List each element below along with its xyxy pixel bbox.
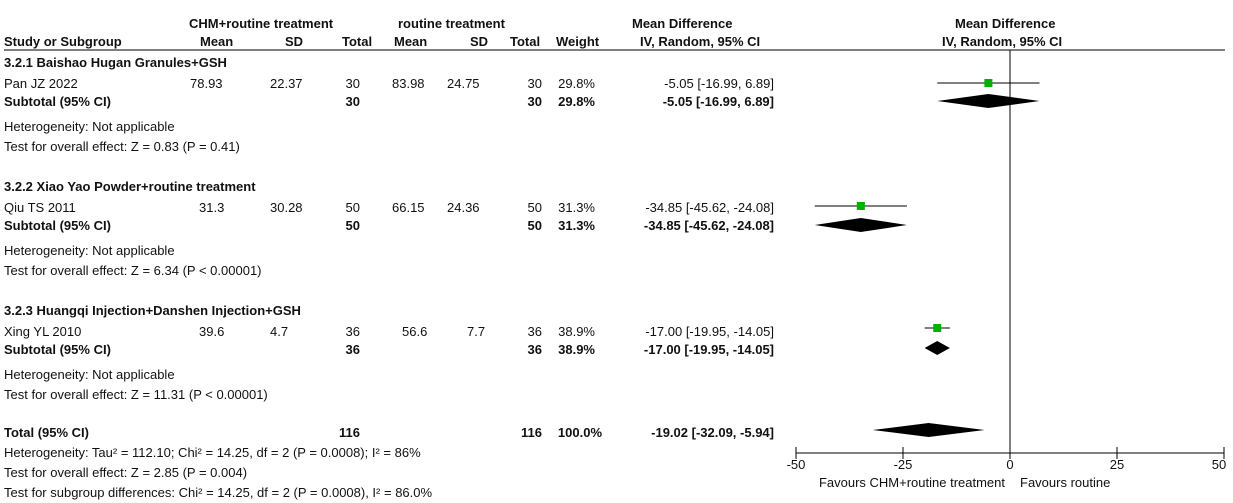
overall-diamond	[872, 423, 985, 437]
axis-tick-label: 25	[1110, 457, 1124, 472]
col-mean1: Mean	[200, 34, 233, 49]
subtotal-label: Subtotal (95% CI)	[4, 218, 111, 233]
study-name: Qiu TS 2011	[4, 200, 76, 215]
subtotal-row: Subtotal (95% CI) 50 50 31.3% -34.85 [-4…	[4, 218, 774, 233]
overall-effect-text: Test for overall effect: Z = 11.31 (P < …	[4, 387, 268, 402]
study-mean2: 56.6	[402, 324, 427, 339]
col-total2: Total	[510, 34, 540, 49]
study-mean2: 66.15	[392, 200, 425, 215]
forest-plot-area	[795, 50, 1225, 459]
subtotal-weight: 29.8%	[558, 94, 595, 109]
subgroup-title: 3.2.2 Xiao Yao Powder+routine treatment	[4, 179, 256, 194]
md-header-plot: Mean Difference	[955, 16, 1055, 31]
subtotal-ci: -34.85 [-45.62, -24.08]	[644, 218, 774, 233]
study-sd2: 24.36	[447, 200, 480, 215]
total-ci: -19.02 [-32.09, -5.94]	[651, 425, 774, 440]
study-weight: 29.8%	[558, 76, 595, 91]
study-row: Qiu TS 2011 31.3 30.28 50 66.15 24.36 50…	[4, 200, 774, 215]
axis-tick-label: -50	[787, 457, 806, 472]
col-total1: Total	[342, 34, 372, 49]
subtotal-weight: 38.9%	[558, 342, 595, 357]
col-study: Study or Subgroup	[4, 34, 122, 49]
study-sd1: 30.28	[270, 200, 303, 215]
subtotal-row: Subtotal (95% CI) 30 30 29.8% -5.05 [-16…	[4, 94, 774, 109]
axis-tick-label: -25	[894, 457, 913, 472]
study-weight: 31.3%	[558, 200, 595, 215]
subtotal-total2: 36	[528, 342, 542, 357]
study-ci: -17.00 [-19.95, -14.05]	[645, 324, 774, 339]
study-total2: 50	[528, 200, 542, 215]
study-total2: 36	[528, 324, 542, 339]
heterogeneity-text: Heterogeneity: Not applicable	[4, 243, 175, 258]
subtotal-row: Subtotal (95% CI) 36 36 38.9% -17.00 [-1…	[4, 342, 774, 357]
subtotal-diamond	[937, 94, 1040, 108]
study-weight: 38.9%	[558, 324, 595, 339]
col-ci-table: IV, Random, 95% CI	[640, 34, 760, 49]
study-sd2: 24.75	[447, 76, 480, 91]
subtotal-ci: -17.00 [-19.95, -14.05]	[644, 342, 774, 357]
md-header-table: Mean Difference	[632, 16, 732, 31]
axis-tick-label: 50	[1212, 457, 1226, 472]
favours-left-label: Favours CHM+routine treatment	[819, 475, 1005, 490]
study-mean1: 31.3	[199, 200, 224, 215]
study-name: Pan JZ 2022	[4, 76, 78, 91]
total-overall-effect-text: Test for overall effect: Z = 2.85 (P = 0…	[4, 465, 247, 480]
col-sd2: SD	[470, 34, 488, 49]
subtotal-total1: 36	[346, 342, 360, 357]
subtotal-diamond	[924, 341, 950, 355]
study-name: Xing YL 2010	[4, 324, 81, 339]
col-weight: Weight	[556, 34, 600, 49]
study-ci: -5.05 [-16.99, 6.89]	[664, 76, 774, 91]
axis-tick-label: 0	[1006, 457, 1013, 472]
study-ci: -34.85 [-45.62, -24.08]	[645, 200, 774, 215]
study-total2: 30	[528, 76, 542, 91]
total-total2: 116	[521, 425, 542, 440]
total-weight: 100.0%	[558, 425, 603, 440]
total-heterogeneity-text: Heterogeneity: Tau² = 112.10; Chi² = 14.…	[4, 445, 421, 460]
subtotal-total2: 50	[528, 218, 542, 233]
study-sd2: 7.7	[467, 324, 485, 339]
subtotal-diamond	[814, 218, 907, 232]
total-label: Total (95% CI)	[4, 425, 89, 440]
col-ci-plot: IV, Random, 95% CI	[942, 34, 1062, 49]
study-mean1: 78.93	[190, 76, 223, 91]
study-point-marker	[856, 202, 865, 210]
col-sd1: SD	[285, 34, 303, 49]
overall-effect-text: Test for overall effect: Z = 6.34 (P < 0…	[4, 263, 262, 278]
subtotal-total1: 50	[346, 218, 360, 233]
subtotal-ci: -5.05 [-16.99, 6.89]	[663, 94, 774, 109]
study-total1: 50	[346, 200, 360, 215]
study-sd1: 22.37	[270, 76, 303, 91]
subtotal-weight: 31.3%	[558, 218, 595, 233]
subtotal-total2: 30	[528, 94, 542, 109]
subtotal-label: Subtotal (95% CI)	[4, 342, 111, 357]
group1-header: CHM+routine treatment	[189, 16, 334, 31]
study-total1: 30	[346, 76, 360, 91]
study-row: Xing YL 2010 39.6 4.7 36 56.6 7.7 36 38.…	[4, 324, 774, 339]
study-sd1: 4.7	[270, 324, 288, 339]
heterogeneity-text: Heterogeneity: Not applicable	[4, 367, 175, 382]
study-point-marker	[933, 324, 942, 332]
study-point-marker	[984, 79, 993, 87]
col-mean2: Mean	[394, 34, 427, 49]
subtotal-label: Subtotal (95% CI)	[4, 94, 111, 109]
study-mean1: 39.6	[199, 324, 224, 339]
subgroup-title: 3.2.3 Huangqi Injection+Danshen Injectio…	[4, 303, 301, 318]
favours-right-label: Favours routine	[1020, 475, 1110, 490]
heterogeneity-text: Heterogeneity: Not applicable	[4, 119, 175, 134]
study-row: Pan JZ 2022 78.93 22.37 30 83.98 24.75 3…	[4, 76, 774, 91]
subgroup-differences-text: Test for subgroup differences: Chi² = 14…	[4, 485, 432, 500]
group2-header: routine treatment	[398, 16, 506, 31]
subtotal-total1: 30	[346, 94, 360, 109]
overall-effect-text: Test for overall effect: Z = 0.83 (P = 0…	[4, 139, 240, 154]
subgroup-title: 3.2.1 Baishao Hugan Granules+GSH	[4, 55, 227, 70]
total-total1: 116	[339, 425, 360, 440]
total-row: Total (95% CI) 116 116 100.0% -19.02 [-3…	[4, 425, 774, 440]
study-mean2: 83.98	[392, 76, 425, 91]
study-total1: 36	[346, 324, 360, 339]
